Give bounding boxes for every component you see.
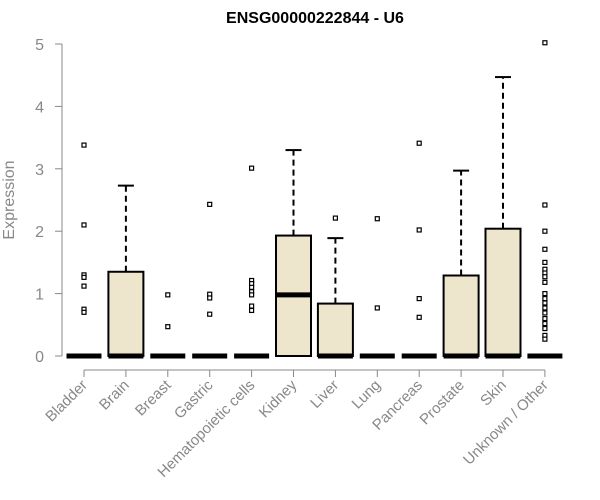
box-group	[316, 215, 354, 359]
outlier-point	[165, 324, 171, 330]
outlier-point	[542, 325, 548, 332]
x-tick-label: Liver	[307, 377, 342, 412]
outlier-point	[249, 303, 255, 309]
outlier-point	[165, 292, 171, 298]
outlier-point	[249, 307, 255, 314]
outlier-point	[542, 279, 548, 285]
box-rect	[484, 227, 522, 357]
y-tick-label: 2	[35, 224, 44, 241]
box-rect	[107, 270, 145, 358]
y-tick-label: 1	[35, 287, 44, 304]
y-tick-label: 4	[35, 99, 44, 116]
box-rect	[442, 274, 480, 357]
box-group	[107, 184, 145, 359]
outlier-point	[249, 165, 255, 171]
box-group	[484, 76, 522, 359]
outlier-point	[207, 311, 213, 317]
box-group	[442, 169, 480, 359]
box-group	[359, 216, 395, 359]
box-group	[66, 142, 102, 359]
x-tick-label: Skin	[477, 377, 510, 410]
outlier-point	[542, 40, 548, 46]
outlier-point	[542, 336, 548, 342]
outlier-point	[81, 142, 87, 148]
outlier-point	[374, 216, 380, 222]
outlier-point	[207, 201, 213, 207]
outlier-point	[542, 202, 548, 208]
outlier-point	[416, 295, 422, 302]
outlier-point	[416, 314, 422, 320]
outlier-point	[416, 227, 422, 233]
x-tick-label: Brain	[96, 377, 133, 414]
outlier-point	[374, 305, 380, 311]
y-axis: 0 1 2 3 4 5	[35, 37, 63, 366]
y-tick-label: 0	[35, 349, 44, 366]
outlier-point	[542, 274, 548, 280]
box-group	[150, 292, 186, 359]
box-group	[234, 165, 270, 359]
y-axis-label: Expression	[1, 160, 18, 239]
x-tick-label: Breast	[132, 376, 175, 419]
box-group	[192, 201, 228, 359]
x-tick-label: Kidney	[256, 376, 301, 421]
box-rect	[316, 302, 354, 358]
outlier-point	[542, 315, 548, 322]
outlier-point	[542, 246, 548, 252]
outlier-point	[81, 274, 87, 280]
y-tick-label: 5	[35, 37, 44, 54]
outlier-point	[249, 292, 255, 298]
box-group	[527, 40, 563, 359]
outlier-point	[542, 300, 548, 306]
chart-title: ENSG00000222844 - U6	[226, 10, 404, 27]
outlier-point	[542, 228, 548, 234]
x-tick-label: Lung	[349, 377, 385, 413]
y-tick-label: 3	[35, 162, 44, 179]
outlier-point	[81, 309, 87, 315]
outlier-point	[207, 295, 213, 301]
outlier-point	[542, 305, 548, 311]
outlier-point	[542, 310, 548, 316]
outlier-point	[542, 291, 548, 297]
outlier-point	[81, 222, 87, 228]
box-group	[275, 149, 312, 357]
outlier-point	[416, 140, 422, 146]
outlier-point	[542, 259, 548, 265]
boxes-layer	[66, 40, 563, 359]
outlier-point	[542, 320, 548, 327]
box-group	[401, 140, 437, 359]
x-tick-label: Prostate	[416, 377, 468, 429]
outlier-point	[332, 215, 338, 221]
outlier-point	[81, 283, 87, 289]
x-tick-label: Bladder	[42, 377, 91, 426]
outlier-point	[542, 295, 548, 302]
outlier-point	[249, 284, 255, 290]
